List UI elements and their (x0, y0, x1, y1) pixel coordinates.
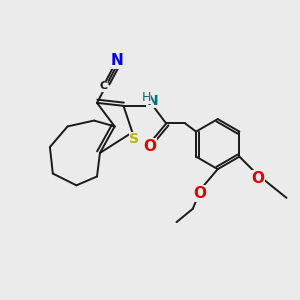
Text: O: O (251, 171, 264, 186)
Text: S: S (129, 132, 139, 146)
Text: H: H (142, 91, 151, 104)
Text: N: N (147, 94, 159, 107)
Text: C: C (100, 81, 108, 91)
Text: O: O (194, 186, 207, 201)
Text: N: N (111, 53, 123, 68)
Text: O: O (143, 139, 157, 154)
